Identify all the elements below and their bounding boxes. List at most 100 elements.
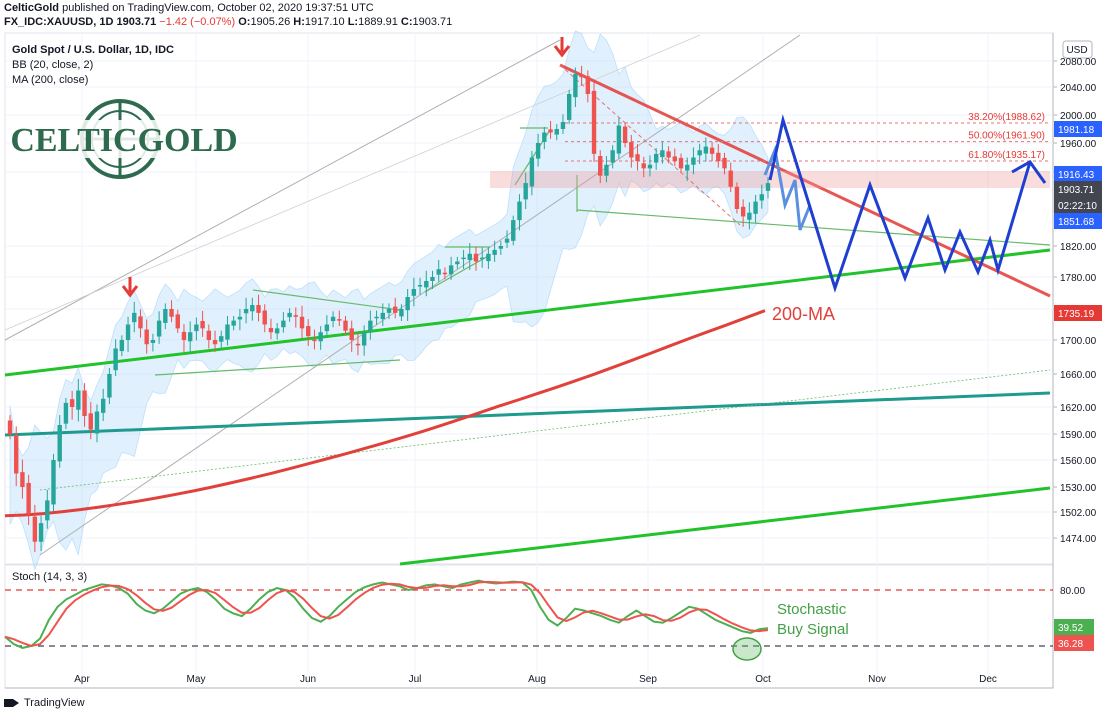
candle-body	[660, 150, 665, 158]
price-axis[interactable]: 2080.002040.002000.001960.001920.001820.…	[1053, 57, 1097, 597]
candle-body	[32, 516, 38, 542]
price-tick-label: 1960.00	[1060, 139, 1097, 150]
candle-body	[361, 332, 367, 346]
time-axis[interactable]: Apr May Jun Jul Aug Sep Oct Nov Dec	[74, 674, 997, 685]
candle-body	[330, 316, 336, 322]
candle-body	[417, 285, 423, 287]
projection-path-end	[1011, 160, 1047, 184]
candle-body	[747, 212, 752, 220]
candle-body	[219, 336, 224, 342]
candle-body	[716, 152, 721, 162]
open-value: 1905.26	[250, 16, 291, 28]
candle-body	[318, 332, 323, 342]
candlesticks	[7, 65, 771, 552]
candle-body	[647, 164, 653, 169]
low-value: 1889.91	[358, 16, 398, 28]
projection-path	[768, 114, 1032, 293]
time-tick-label: Dec	[979, 674, 997, 685]
candle-body	[622, 126, 628, 143]
candle-body	[293, 315, 299, 317]
open-label: O:	[238, 16, 251, 28]
time-tick-label: Apr	[74, 674, 90, 685]
candle-body	[759, 194, 764, 201]
support-trendline-primary	[4, 248, 1051, 377]
currency-label[interactable]: USD	[1066, 45, 1087, 56]
ma-legend: MA (200, close)	[12, 74, 88, 86]
price-tick-label: 1560.00	[1060, 456, 1097, 467]
stoch-badge	[1054, 619, 1094, 635]
currency-button[interactable]	[1062, 40, 1093, 59]
candle-body	[88, 413, 93, 430]
candle-body	[349, 328, 354, 340]
candle-body	[113, 348, 118, 371]
candle-body	[386, 309, 392, 313]
candle-body	[722, 157, 727, 169]
stoch-legend: Stoch (14, 3, 3)	[12, 571, 87, 583]
low-label: L:	[347, 16, 359, 28]
tradingview-logo-icon	[4, 697, 20, 709]
price-tick-label: 2000.00	[1060, 111, 1097, 122]
price-badge-label: 1916.43	[1058, 170, 1095, 181]
price-change: −1.42 (−0.07%)	[159, 16, 236, 28]
price-badge	[1054, 166, 1102, 182]
price-badge-label: 02:22:10	[1058, 201, 1097, 212]
support-trendline-lower	[399, 486, 1051, 566]
chart-title: Gold Spot / U.S. Dollar, 1D, IDC	[12, 44, 174, 56]
candle-body	[616, 125, 622, 154]
candle-body	[486, 253, 491, 262]
candle-body	[511, 220, 516, 241]
candle-body	[591, 90, 597, 154]
bb-legend: BB (20, close, 2)	[12, 59, 93, 71]
channel-line-faint	[4, 34, 701, 331]
candle-body	[237, 316, 243, 320]
candle-body	[368, 320, 373, 332]
close-label: C:	[400, 16, 413, 28]
candle-body	[225, 324, 230, 340]
price-badges: 1981.18 1916.43 1903.71 02:22:10 1851.68 1735…	[1054, 121, 1102, 651]
candle-body	[256, 305, 261, 313]
candle-body	[529, 157, 535, 187]
candle-body	[448, 265, 454, 275]
candle-body	[107, 374, 112, 398]
candle-body	[374, 316, 379, 319]
price-badge-label: 1735.19	[1058, 309, 1095, 320]
candle-body	[26, 482, 31, 514]
candle-body	[629, 141, 634, 158]
pattern-line-a	[154, 359, 401, 376]
stoch-badge-label: 39.52	[1058, 623, 1083, 634]
price-badge	[1054, 305, 1102, 321]
candle-body	[100, 398, 106, 413]
candle-body	[573, 74, 578, 98]
stoch-k-line	[4, 579, 769, 649]
candle-body	[51, 460, 56, 505]
candle-body	[753, 201, 758, 214]
price-badge-label: 1903.71	[1058, 185, 1095, 196]
candle-body	[63, 402, 69, 424]
candle-body	[517, 201, 522, 221]
logo-text: CELTICGOLD	[10, 122, 237, 159]
pattern-line-c	[576, 209, 1051, 246]
publish-info: published on TradingView.com, October 02…	[62, 2, 374, 14]
time-tick-label: Oct	[755, 674, 771, 685]
candle-body	[566, 94, 572, 120]
candle-body	[125, 324, 131, 340]
price-badge	[1054, 213, 1102, 229]
candle-body	[299, 316, 305, 329]
candle-body	[678, 157, 684, 169]
publisher-name: CelticGold	[4, 2, 60, 14]
down-arrow-icon	[553, 37, 571, 58]
candle-body	[76, 390, 81, 410]
candle-body	[324, 324, 330, 332]
candle-body	[268, 327, 274, 333]
channel-line-upper	[4, 39, 561, 341]
fib-label: 61.80%(1935.17)	[968, 150, 1045, 161]
candle-body	[579, 74, 584, 78]
candle-body	[57, 425, 62, 462]
candle-body	[473, 253, 479, 262]
candle-body	[355, 343, 361, 346]
candle-body	[7, 420, 13, 434]
candle-body	[492, 249, 497, 255]
candle-body	[535, 143, 541, 159]
ma200-line	[4, 309, 766, 518]
